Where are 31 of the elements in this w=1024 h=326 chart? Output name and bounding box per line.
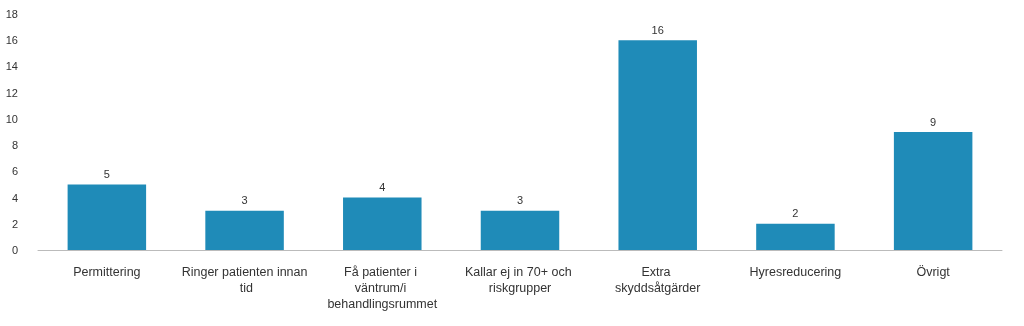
bar <box>893 132 973 250</box>
x-tick-label: Permittering <box>73 265 141 279</box>
data-label: 3 <box>516 194 524 207</box>
y-tick-label: 2 <box>11 217 18 230</box>
data-label: 4 <box>379 181 386 194</box>
x-tick-label: Extra skyddsåtgärder <box>614 265 701 295</box>
y-tick-label: 0 <box>11 244 18 256</box>
data-label: 9 <box>930 115 937 128</box>
y-tick-label: 4 <box>11 191 18 204</box>
bar <box>343 197 422 250</box>
data-label: 2 <box>792 207 799 220</box>
y-tick-label: 18 <box>5 8 18 20</box>
y-tick-label: 6 <box>11 165 18 178</box>
x-tick-label: Hyresreducering <box>749 265 842 279</box>
x-tick-label: Få patienter i väntrum/i behandlingsrummet <box>327 265 438 311</box>
x-tick-label: Ringer patienten innan tid <box>181 265 308 295</box>
bar <box>67 184 147 250</box>
data-label: 5 <box>103 167 110 180</box>
y-tick-label: 10 <box>5 112 18 125</box>
bar <box>480 210 560 250</box>
y-tick-label: 14 <box>5 60 18 73</box>
x-tick-label: Övrigt <box>916 265 951 279</box>
x-tick-label: Kallar ej in 70+ och riskgrupper <box>464 265 576 295</box>
bar <box>205 210 284 250</box>
y-tick-label: 8 <box>11 139 18 152</box>
y-tick-label: 12 <box>5 86 18 99</box>
data-label: 3 <box>241 194 248 207</box>
y-tick-label: 16 <box>5 34 18 47</box>
data-label: 16 <box>651 23 664 36</box>
bar <box>618 40 697 250</box>
bar <box>756 223 835 250</box>
